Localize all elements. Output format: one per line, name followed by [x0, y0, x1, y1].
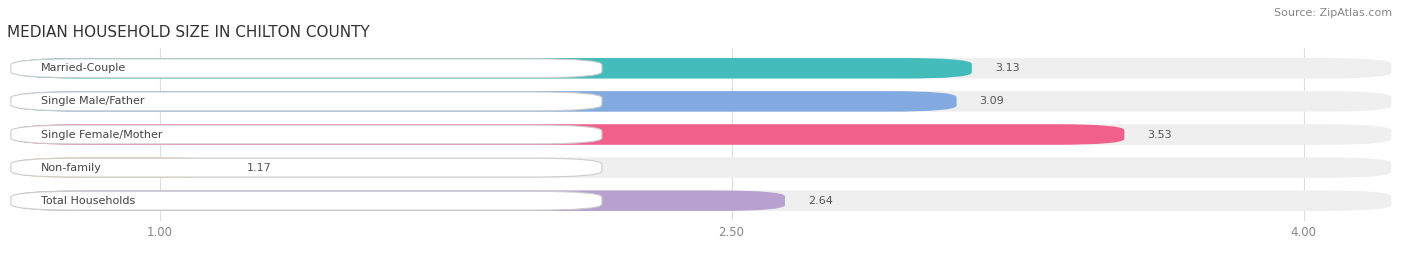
FancyBboxPatch shape — [14, 157, 225, 178]
Text: MEDIAN HOUSEHOLD SIZE IN CHILTON COUNTY: MEDIAN HOUSEHOLD SIZE IN CHILTON COUNTY — [7, 25, 370, 40]
Text: 2.64: 2.64 — [808, 196, 832, 206]
FancyBboxPatch shape — [14, 91, 1392, 112]
FancyBboxPatch shape — [14, 58, 1392, 79]
FancyBboxPatch shape — [14, 124, 1392, 145]
FancyBboxPatch shape — [14, 190, 1392, 211]
Text: Married-Couple: Married-Couple — [41, 63, 127, 73]
Text: Total Households: Total Households — [41, 196, 135, 206]
Text: Non-family: Non-family — [41, 162, 103, 173]
FancyBboxPatch shape — [11, 92, 602, 111]
Text: Single Male/Father: Single Male/Father — [41, 96, 145, 107]
Text: 3.53: 3.53 — [1147, 129, 1173, 140]
Text: 1.17: 1.17 — [247, 162, 271, 173]
FancyBboxPatch shape — [14, 58, 972, 79]
Text: Single Female/Mother: Single Female/Mother — [41, 129, 163, 140]
FancyBboxPatch shape — [11, 125, 602, 144]
FancyBboxPatch shape — [14, 91, 956, 112]
FancyBboxPatch shape — [11, 158, 602, 177]
Text: 3.09: 3.09 — [980, 96, 1004, 107]
FancyBboxPatch shape — [14, 124, 1125, 145]
FancyBboxPatch shape — [11, 59, 602, 78]
Text: Source: ZipAtlas.com: Source: ZipAtlas.com — [1274, 8, 1392, 18]
FancyBboxPatch shape — [14, 190, 785, 211]
Text: 3.13: 3.13 — [994, 63, 1019, 73]
FancyBboxPatch shape — [11, 191, 602, 210]
FancyBboxPatch shape — [14, 157, 1392, 178]
